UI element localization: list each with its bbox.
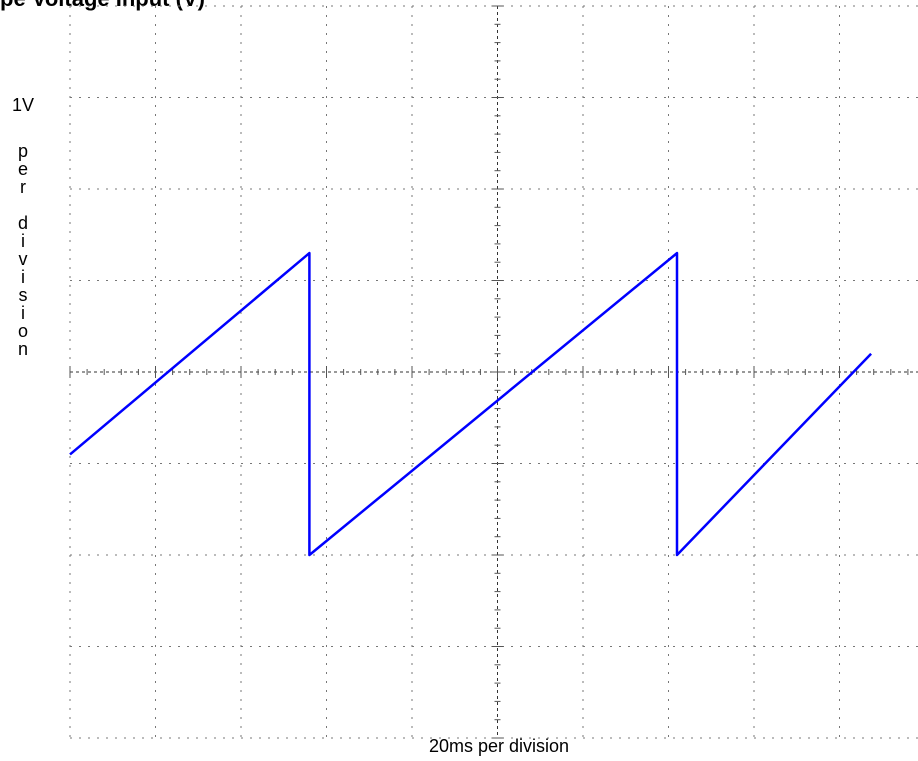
y-axis-label-char: i [21,267,25,287]
trace-sawtooth [69,251,872,557]
page-title: pe Voltage Input (V) [0,0,205,12]
x-axis-label: 20ms per division [428,736,570,756]
y-axis-label-char: i [21,303,25,323]
y-axis-label-char: r [20,177,26,197]
y-axis-label-char: e [17,159,28,179]
y-axis-label-char: o [17,321,28,341]
y-axis-label-char: d [17,213,28,233]
center-axes [69,5,918,739]
y-axis-label-char: v [18,249,28,269]
y-axis-label-char: i [21,231,25,251]
y-axis-label-char: s [18,285,28,305]
y-axis-label-char: p [17,141,28,161]
y-axis-label-char: n [17,339,28,359]
traces [69,251,872,557]
grid [69,5,918,739]
y-axis-label-head: 1V [11,95,35,115]
